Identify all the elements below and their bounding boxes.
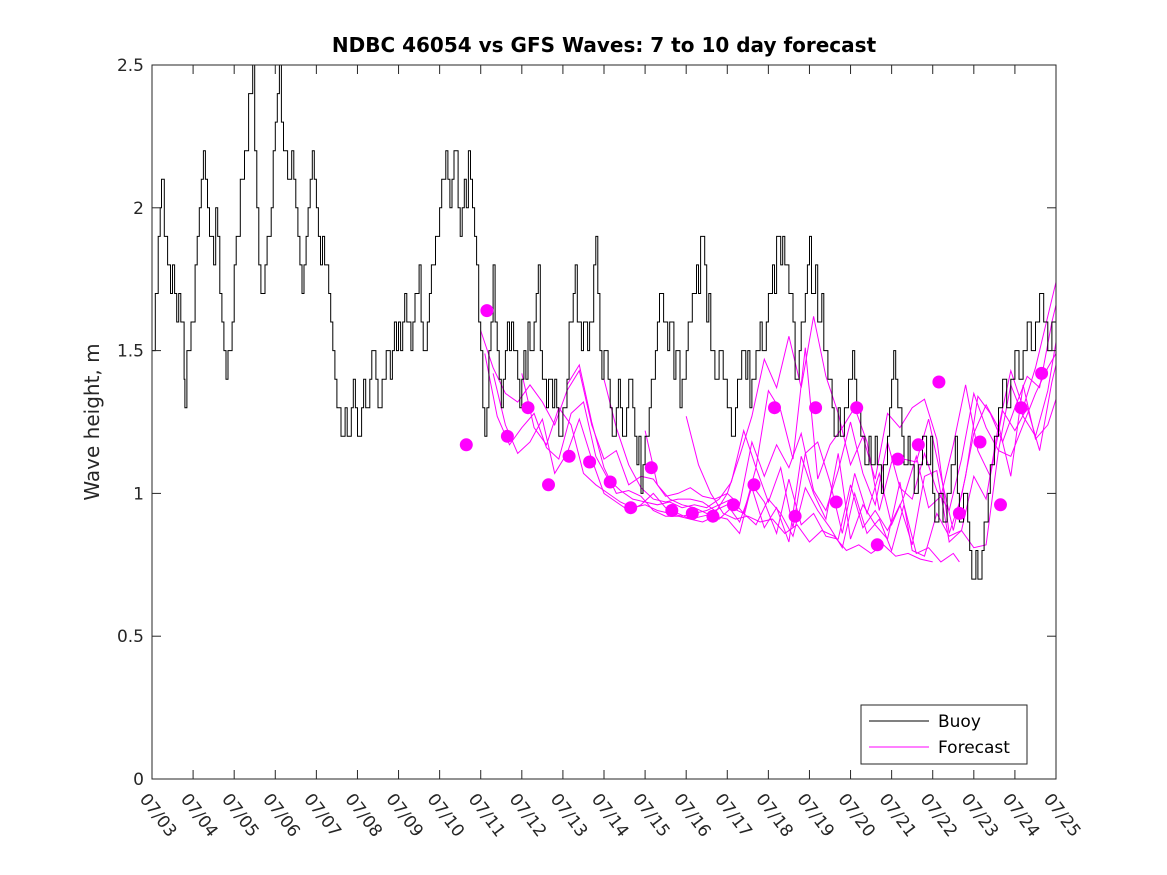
legend: Buoy Forecast	[860, 704, 1028, 765]
y-tick-label: 0.5	[117, 627, 144, 647]
y-tick-label: 0	[133, 770, 144, 790]
forecast-point-19	[829, 495, 843, 509]
forecast-line-2	[484, 304, 1057, 531]
forecast-point-21	[870, 538, 884, 552]
legend-box	[860, 704, 1028, 765]
legend-label-buoy: Buoy	[938, 712, 981, 732]
forecast-line-3	[492, 353, 1057, 520]
y-tick-label: 1.5	[117, 342, 144, 362]
forecast-point-28	[1014, 401, 1028, 415]
forecast-point-7	[583, 455, 597, 469]
forecast-point-8	[603, 475, 617, 489]
forecast-point-25	[952, 506, 966, 520]
legend-label-forecast: Forecast	[938, 738, 1010, 758]
y-tick-label: 2.5	[117, 56, 144, 76]
y-tick-label: 2	[133, 199, 144, 219]
plot-data	[152, 64, 1057, 580]
forecast-point-27	[994, 498, 1007, 512]
forecast-point-24	[932, 375, 946, 389]
forecast-line-7	[644, 430, 960, 563]
forecast-point-2	[480, 304, 494, 318]
forecast-point-6	[562, 449, 576, 463]
buoy-line	[152, 64, 1057, 580]
forecast-point-20	[850, 401, 864, 415]
y-axis-label: Wave height, m	[80, 343, 104, 500]
forecast-point-22	[891, 452, 905, 466]
forecast-point-23	[911, 438, 925, 452]
forecast-point-10	[644, 461, 658, 475]
forecast-point-9	[624, 501, 638, 515]
forecast-point-1	[459, 438, 473, 452]
forecast-point-18	[809, 401, 823, 415]
forecast-point-3	[500, 429, 514, 443]
forecast-point-4	[521, 401, 535, 415]
forecast-point-11	[665, 504, 679, 517]
forecast-line-8	[685, 416, 933, 563]
forecast-point-16	[768, 401, 781, 415]
forecast-point-14	[726, 498, 740, 512]
forecast-point-26	[973, 435, 987, 449]
forecast-point-5	[542, 478, 555, 492]
forecast-point-29	[1035, 366, 1049, 380]
forecast-point-17	[788, 509, 802, 523]
y-tick-label: 1	[133, 484, 144, 504]
forecast-point-13	[706, 509, 720, 523]
forecast-line-5	[566, 363, 1057, 545]
chart-title: NDBC 46054 vs GFS Waves: 7 to 10 day for…	[332, 33, 877, 57]
forecast-point-15	[747, 478, 761, 492]
forecast-point-12	[685, 506, 699, 520]
